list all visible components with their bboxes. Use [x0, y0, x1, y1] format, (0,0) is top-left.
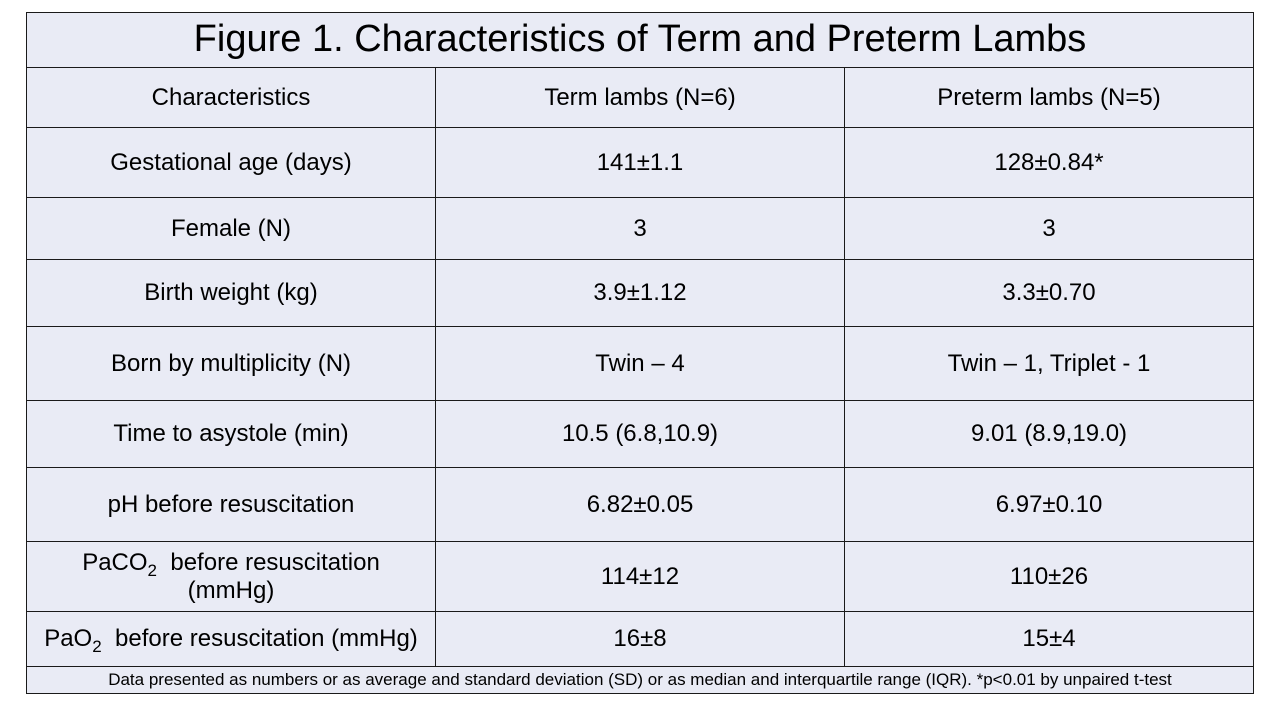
characteristics-table: Figure 1. Characteristics of Term and Pr…: [26, 12, 1254, 694]
term-value: 3.9±1.12: [435, 259, 845, 327]
term-value: 141±1.1: [435, 127, 845, 198]
row-label: Birth weight (kg): [26, 259, 436, 327]
footnote-row: Data presented as numbers or as average …: [26, 666, 1254, 694]
preterm-value: 3.3±0.70: [844, 259, 1254, 327]
header-characteristics: Characteristics: [26, 67, 436, 128]
header-term-lambs: Term lambs (N=6): [435, 67, 845, 128]
term-value: 114±12: [435, 541, 845, 612]
term-value: 10.5 (6.8,10.9): [435, 400, 845, 468]
preterm-value: Twin – 1, Triplet - 1: [844, 326, 1254, 401]
title-row: Figure 1. Characteristics of Term and Pr…: [26, 12, 1254, 68]
preterm-value: 128±0.84*: [844, 127, 1254, 198]
pao2-subscript: 2: [92, 637, 102, 657]
paco2-suffix: before resuscitation: [170, 548, 380, 576]
table-row: PaCO2 before resuscitation (mmHg) 114±12 …: [26, 541, 1254, 612]
row-label: Female (N): [26, 197, 436, 260]
preterm-value: 6.97±0.10: [844, 467, 1254, 542]
row-label-paco2: PaCO2 before resuscitation (mmHg): [26, 541, 436, 612]
preterm-value: 3: [844, 197, 1254, 260]
pao2-prefix: PaO: [44, 625, 93, 653]
paco2-prefix: PaCO: [82, 548, 148, 576]
table-row: pH before resuscitation 6.82±0.05 6.97±0…: [26, 467, 1254, 542]
row-label: Gestational age (days): [26, 127, 436, 198]
paco2-unit: (mmHg): [187, 576, 275, 604]
term-value: Twin – 4: [435, 326, 845, 401]
paco2-subscript: 2: [147, 560, 158, 580]
table-row: Gestational age (days) 141±1.1 128±0.84*: [26, 127, 1254, 198]
row-label: pH before resuscitation: [26, 467, 436, 542]
table-row: PaO2 before resuscitation (mmHg) 16±8 15…: [26, 611, 1254, 667]
term-value: 16±8: [435, 611, 845, 667]
row-label: Time to asystole (min): [26, 400, 436, 468]
header-row: Characteristics Term lambs (N=6) Preterm…: [26, 67, 1254, 128]
preterm-value: 110±26: [844, 541, 1254, 612]
preterm-value: 15±4: [844, 611, 1254, 667]
row-label: Born by multiplicity (N): [26, 326, 436, 401]
term-value: 6.82±0.05: [435, 467, 845, 542]
table-title: Figure 1. Characteristics of Term and Pr…: [26, 12, 1254, 68]
table-row: Time to asystole (min) 10.5 (6.8,10.9) 9…: [26, 400, 1254, 468]
pao2-suffix: before resuscitation (mmHg): [115, 625, 418, 653]
table-row: Born by multiplicity (N) Twin – 4 Twin –…: [26, 326, 1254, 401]
term-value: 3: [435, 197, 845, 260]
footnote: Data presented as numbers or as average …: [26, 666, 1254, 694]
table-row: Birth weight (kg) 3.9±1.12 3.3±0.70: [26, 259, 1254, 327]
header-preterm-lambs: Preterm lambs (N=5): [844, 67, 1254, 128]
table-row: Female (N) 3 3: [26, 197, 1254, 260]
row-label-pao2: PaO2 before resuscitation (mmHg): [26, 611, 436, 667]
preterm-value: 9.01 (8.9,19.0): [844, 400, 1254, 468]
